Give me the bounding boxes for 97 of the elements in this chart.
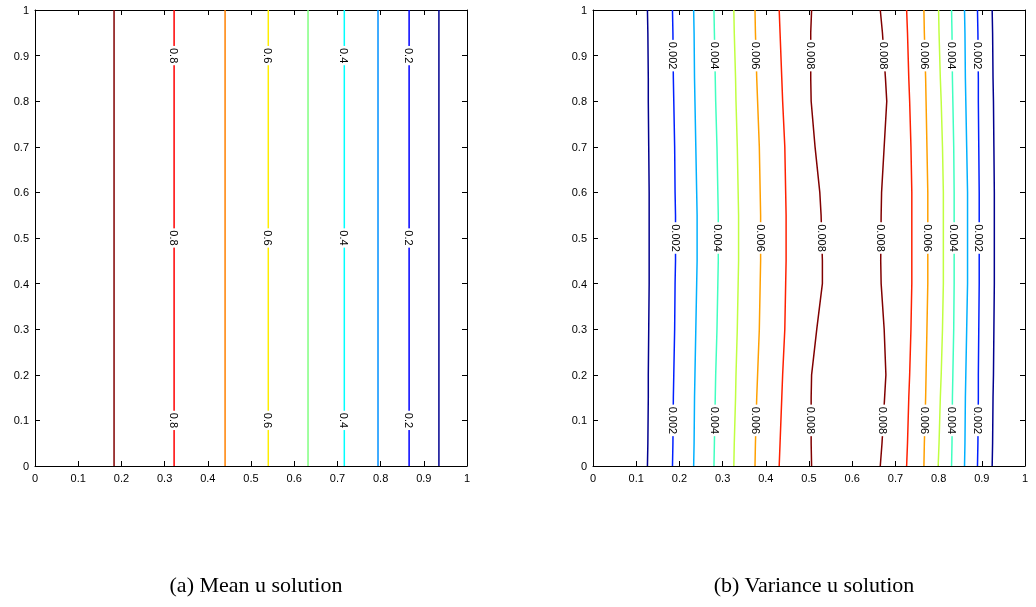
x-tick-label: 0.5	[243, 471, 259, 484]
x-tick-label: 0.7	[329, 471, 346, 484]
text: 0.4	[338, 47, 351, 64]
x-tick-label: 0.1	[70, 471, 86, 484]
text: 0.002	[667, 41, 680, 70]
text: 0.8	[168, 412, 181, 429]
y-tick-label: 0.1	[571, 414, 587, 427]
text: 0.002	[972, 41, 985, 70]
y-tick-label: 0.1	[13, 414, 29, 427]
x-tick-label: 0.9	[416, 471, 432, 484]
x-tick-label: 0.4	[200, 471, 216, 484]
text: 0.008	[874, 224, 887, 252]
x-tick-label: 1	[463, 471, 471, 484]
text: 0.004	[946, 41, 959, 70]
y-tick-label: 0.6	[13, 186, 29, 199]
text: 0.004	[948, 224, 961, 252]
x-tick-label: 0.2	[113, 471, 130, 484]
text: 0.4	[338, 230, 351, 246]
line-series	[307, 9, 309, 467]
line-series	[963, 9, 969, 467]
line-series	[778, 9, 787, 467]
line-series	[408, 9, 410, 467]
x-tick-label: 0.3	[714, 471, 731, 484]
x-tick-label: 0.6	[286, 471, 302, 484]
text: 0.008	[805, 406, 818, 435]
text: 0.8	[168, 47, 181, 64]
y-tick-label: 0.4	[13, 277, 29, 290]
line-series	[224, 9, 226, 467]
text: 0.4	[338, 412, 351, 429]
x-tick-label: 0.7	[887, 471, 904, 484]
x-tick-label: 0	[31, 471, 39, 484]
y-tick-label: 0	[580, 460, 587, 472]
text: (b) Variance u solution	[713, 571, 915, 597]
y-tick-label: 0.8	[571, 95, 587, 108]
x-tick-label: 0.1	[628, 471, 644, 484]
text: 0.006	[750, 41, 763, 70]
x-tick-label: 0.3	[156, 471, 173, 484]
text: 0.002	[972, 406, 985, 435]
text: 0.006	[918, 406, 931, 435]
x-tick-label: 0	[589, 471, 597, 484]
y-tick-label: 0.2	[13, 368, 29, 381]
line-series	[438, 9, 440, 467]
line-series	[113, 9, 115, 467]
text: 0.008	[804, 41, 817, 70]
y-tick-label: 0.3	[571, 323, 587, 336]
y-tick-label: 0.6	[571, 186, 587, 199]
text: 0.2	[403, 47, 416, 64]
text: 0.002	[669, 224, 682, 252]
text: 0.008	[877, 406, 890, 435]
text: 0.2	[403, 230, 416, 246]
text: 0.008	[815, 224, 828, 252]
x-tick-label: 1	[1021, 471, 1029, 484]
y-tick-label: 0	[22, 460, 29, 472]
text: 0.2	[403, 412, 416, 429]
text: 0.006	[750, 406, 763, 435]
x-tick-label: 0.4	[758, 471, 774, 484]
y-tick-label: 0.3	[13, 323, 29, 336]
line-series	[733, 9, 740, 467]
text: 0.6	[262, 412, 275, 429]
x-tick-label: 0.8	[930, 471, 947, 484]
y-tick-label: 0.5	[13, 232, 29, 244]
line-series	[377, 9, 379, 467]
y-tick-label: 0.2	[571, 368, 587, 381]
y-tick-label: 0.9	[13, 49, 29, 62]
text: (a) Mean u solution	[169, 571, 343, 597]
text: 0.6	[262, 47, 275, 64]
line-series	[905, 9, 913, 467]
text: 0.004	[712, 224, 725, 252]
line-series	[173, 9, 175, 467]
text: 0.008	[877, 41, 890, 70]
y-tick-label: 1	[22, 4, 29, 16]
text: 0.004	[708, 41, 721, 70]
text: 0.6	[262, 230, 275, 246]
text: 0.006	[921, 224, 934, 252]
text: 0.8	[168, 230, 181, 246]
y-tick-label: 0.7	[13, 140, 29, 153]
line-series	[692, 9, 698, 467]
line-series	[646, 9, 650, 467]
y-tick-label: 0.8	[13, 95, 29, 108]
y-tick-label: 0.7	[571, 140, 587, 153]
y-tick-label: 1	[580, 4, 587, 16]
line-series	[937, 9, 945, 467]
x-tick-label: 0.5	[801, 471, 817, 484]
y-tick-label: 0.9	[571, 49, 587, 62]
text: 0.006	[754, 224, 767, 252]
x-tick-label: 0.2	[671, 471, 688, 484]
x-tick-label: 0.9	[974, 471, 990, 484]
text: 0.006	[918, 41, 931, 70]
y-tick-label: 0.5	[571, 232, 587, 244]
x-tick-label: 0.8	[372, 471, 389, 484]
text: 0.002	[973, 224, 986, 252]
text: 0.002	[667, 406, 680, 435]
y-tick-label: 0.4	[571, 277, 587, 290]
x-tick-label: 0.6	[844, 471, 860, 484]
line-series	[991, 9, 996, 467]
text: 0.004	[708, 406, 721, 435]
text: 0.004	[946, 406, 959, 435]
